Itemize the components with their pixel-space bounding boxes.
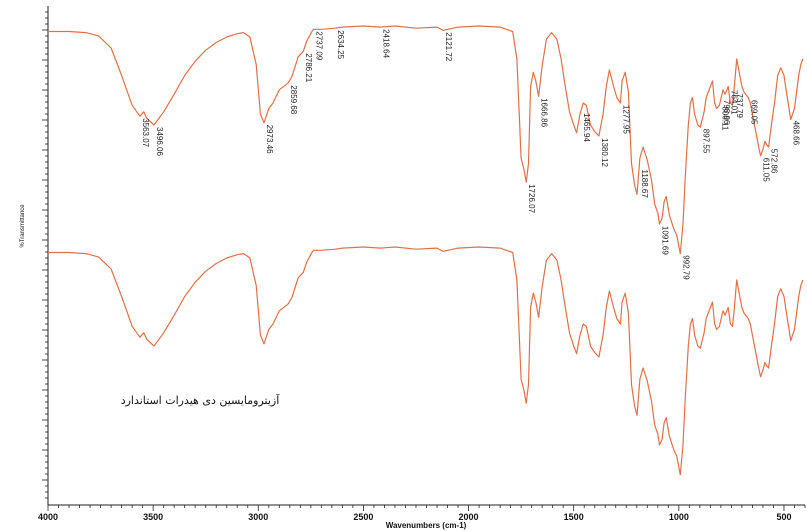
spectrum-line-1	[48, 25, 804, 255]
x-tick-label: 4000	[38, 512, 58, 522]
spectrum-line-2	[48, 246, 804, 476]
x-tick-label: 1000	[669, 512, 689, 522]
peak-label: 737.79	[735, 94, 744, 119]
peak-label: 3563.07	[141, 118, 150, 147]
peak-label: 1380.12	[600, 138, 609, 167]
peak-label: 1188.67	[640, 170, 649, 199]
x-tick-label: 3500	[143, 512, 163, 522]
peak-label: 1666.86	[540, 98, 549, 127]
peak-label: 611.05	[762, 158, 771, 182]
series-layer	[48, 25, 804, 476]
x-tick-label: 1500	[564, 512, 584, 522]
peak-label: 806.11	[721, 106, 730, 130]
y-axis-title: %Transmittance	[20, 204, 26, 248]
peak-label: 764.01	[730, 90, 739, 115]
x-tick-label: 2000	[459, 512, 479, 522]
peak-label: 1277.95	[621, 105, 630, 134]
peak-label: 1091.69	[661, 226, 670, 255]
peak-label: 2973.46	[265, 125, 274, 154]
y-axis-ticks	[42, 11, 48, 499]
peak-label: 2121.72	[444, 32, 453, 61]
x-tick-label: 500	[776, 512, 791, 522]
peak-label: 798.96	[722, 100, 731, 125]
peak-label: 1726.07	[527, 184, 536, 213]
x-axis-ticks: 4000 3500 3000 2500 2000 1500 1000 500	[38, 505, 806, 522]
x-tick-label: 3000	[248, 512, 268, 522]
peak-label: 572.86	[770, 149, 779, 174]
axes: 4000 3500 3000 2500 2000 1500 1000 500	[38, 6, 806, 522]
sample-annotation: آزیترومایسین دی هیدرات استاندارد	[121, 393, 281, 407]
peak-label: 2859.68	[289, 85, 298, 114]
x-tick-label: 2500	[353, 512, 373, 522]
peak-label: 2634.25	[336, 30, 345, 59]
x-axis-title: Wavenumbers (cm-1)	[386, 521, 467, 530]
peak-label: 468.66	[792, 121, 801, 146]
peak-label: 1465.94	[582, 113, 591, 142]
peak-label: 2737.09	[315, 31, 324, 60]
peak-label: 992.79	[681, 255, 690, 280]
peak-labels: 3563.07 3496.06 2973.46 2859.68 2786.212737.…	[141, 29, 801, 280]
peak-label: 669.05	[749, 100, 758, 125]
peak-label: 2786.21	[304, 53, 313, 82]
peak-label: 2418.64	[382, 29, 391, 58]
peak-label: 897.55	[701, 129, 710, 154]
peak-label: 3496.06	[155, 127, 164, 156]
